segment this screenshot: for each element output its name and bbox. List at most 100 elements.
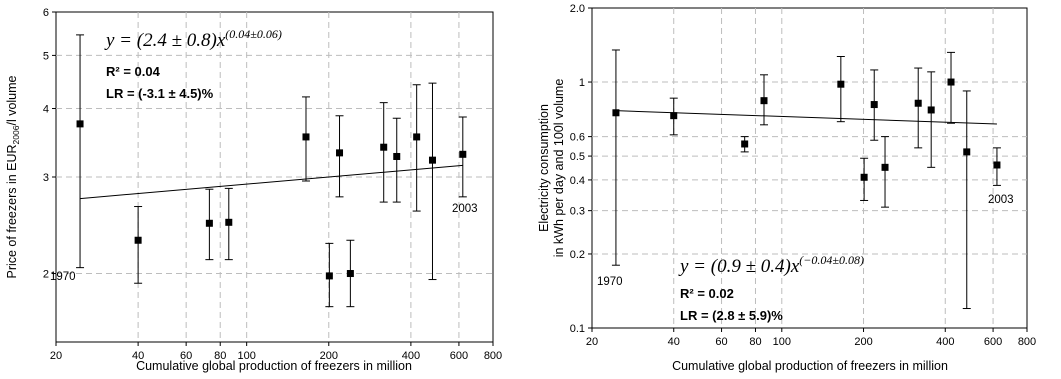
data-point	[992, 147, 1001, 186]
y-tick-label: 2.0	[570, 3, 585, 15]
y-tick-label: 0.3	[570, 206, 585, 218]
point-marker	[428, 156, 436, 164]
y-tick-label: 0.4	[570, 175, 585, 187]
x-tick-label: 600	[984, 336, 1002, 348]
fit-equation: y = (0.9 ± 0.4)x(−0.04±0.08)	[678, 253, 864, 277]
data-point	[379, 102, 388, 203]
x-tick-label: 20	[586, 336, 598, 348]
data-point	[927, 71, 936, 168]
y-tick-label: 2	[43, 269, 49, 281]
data-point	[301, 96, 310, 182]
y-tick-label: 4	[43, 104, 49, 116]
y-axis-ticks: 2 3 4 5 6	[43, 7, 56, 281]
point-marker	[927, 106, 935, 114]
point-marker	[76, 120, 84, 128]
x-axis-ticks: 20 40 60 80 100 200 400 600 800	[50, 342, 502, 362]
data-point	[870, 69, 879, 141]
x-axis-ticks: 20 40 60 80 100 200 400 600 800	[586, 328, 1036, 348]
point-marker	[870, 101, 878, 109]
x-tick-label: 400	[402, 350, 420, 362]
fit-equation: y = (2.4 ± 0.8)x(0.04±0.06)	[104, 27, 282, 51]
data-point	[669, 97, 678, 136]
y-tick-label: 0.6	[570, 132, 585, 144]
y-tick-label: 5	[43, 50, 49, 62]
point-marker	[860, 173, 868, 181]
r-squared-label: R² = 0.02	[680, 286, 734, 301]
plot-area	[591, 7, 1028, 329]
fit-line-segment	[79, 164, 463, 200]
data-point	[458, 116, 467, 198]
x-tick-label: 100	[237, 350, 255, 362]
data-point	[881, 136, 890, 208]
data-point	[962, 90, 971, 310]
data-point	[760, 74, 769, 126]
data-point	[325, 242, 334, 308]
y-axis-label: Electricity consumptionin kWh per day an…	[537, 79, 566, 258]
point-marker	[993, 161, 1001, 169]
gridlines	[592, 8, 1027, 328]
point-marker	[914, 99, 922, 107]
data-points	[76, 34, 467, 308]
y-tick-label: 0.5	[570, 151, 585, 163]
x-tick-label: 400	[936, 336, 954, 348]
data-point	[836, 56, 845, 123]
data-points	[611, 49, 1001, 310]
point-marker	[760, 97, 768, 105]
point-marker	[325, 272, 333, 280]
data-point	[947, 51, 956, 124]
x-tick-label: 800	[484, 350, 502, 362]
x-tick-label: 60	[715, 336, 727, 348]
year-label-start: 1970	[50, 271, 76, 283]
point-marker	[881, 163, 889, 171]
learning-rate-label: LR = (2.8 ± 5.9)%	[680, 308, 783, 323]
y-tick-label: 3	[43, 172, 49, 184]
point-marker	[963, 148, 971, 156]
data-point	[392, 117, 401, 203]
fit-line-segment	[615, 110, 997, 125]
data-point	[428, 82, 437, 281]
y-tick-label: 6	[43, 7, 49, 19]
x-tick-label: 80	[214, 350, 226, 362]
point-marker	[302, 133, 310, 141]
point-marker	[947, 78, 955, 86]
y-tick-label: 1	[579, 77, 585, 89]
data-point	[740, 136, 749, 153]
gridlines	[56, 12, 493, 342]
data-point	[346, 239, 355, 308]
point-marker	[134, 236, 142, 244]
point-marker	[346, 270, 354, 278]
point-marker	[225, 218, 233, 226]
r-squared-label: R² = 0.04	[106, 64, 161, 79]
x-tick-label: 200	[854, 336, 872, 348]
fit-line	[79, 164, 463, 200]
data-point	[134, 206, 143, 284]
data-point	[205, 188, 214, 261]
point-marker	[393, 152, 401, 160]
price-chart: 20 40 60 80 100 200 400 600 800 2 3 4 5 6 Cumulative…	[5, 7, 502, 373]
data-point	[860, 157, 869, 201]
y-tick-label: 0.1	[570, 323, 585, 335]
x-axis-label: Cumulative global production of freezers…	[136, 359, 412, 373]
point-marker	[670, 112, 678, 120]
x-tick-label: 100	[773, 336, 791, 348]
point-marker	[336, 149, 344, 157]
point-marker	[741, 140, 749, 148]
x-tick-label: 40	[132, 350, 144, 362]
data-point	[224, 187, 233, 261]
data-point	[76, 34, 85, 269]
fit-line	[615, 110, 997, 125]
point-marker	[459, 150, 467, 158]
year-label-end: 2003	[452, 203, 478, 215]
x-axis-label: Cumulative global production of freezers…	[672, 359, 948, 373]
data-point	[412, 84, 421, 212]
point-marker	[413, 133, 421, 141]
data-point	[611, 49, 620, 266]
electricity-chart: 20 40 60 80 100 200 400 600 800 0.10.20.30.40.50…	[537, 3, 1036, 373]
data-point	[914, 67, 923, 149]
x-tick-label: 80	[749, 336, 761, 348]
y-tick-label: 0.2	[570, 249, 585, 261]
point-marker	[380, 143, 388, 151]
x-tick-label: 20	[50, 350, 62, 362]
point-marker	[837, 80, 845, 88]
